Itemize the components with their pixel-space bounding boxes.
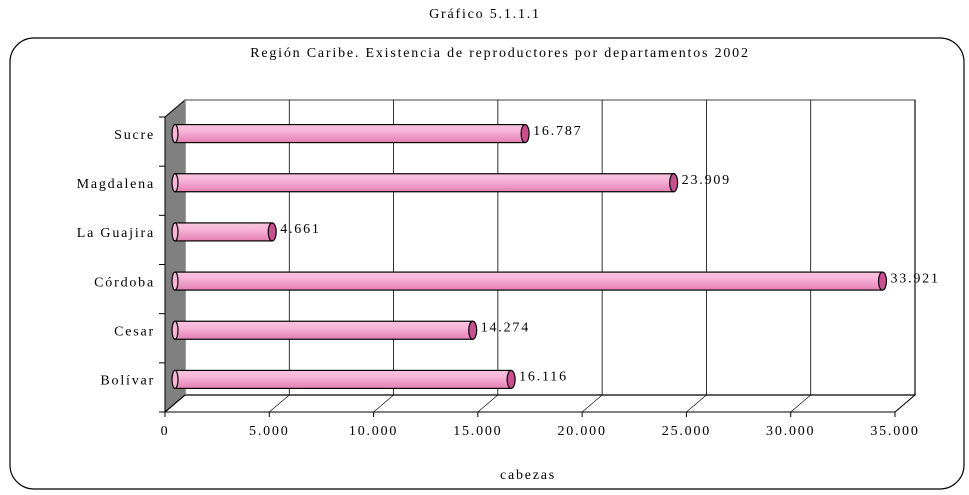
bar — [174, 369, 512, 390]
y-tick-label: Sucre — [114, 128, 155, 143]
x-tick-floor — [581, 394, 603, 413]
bar — [174, 173, 675, 193]
bar-start-cap — [171, 369, 179, 390]
side-wall — [164, 98, 186, 414]
x-tick-floor — [686, 394, 707, 413]
chart-title: Región Caribe. Existencia de reproductor… — [250, 46, 750, 61]
y-tick-label: La Guajira — [77, 226, 155, 241]
data-label: 16.787 — [533, 124, 582, 139]
x-tick-floor — [894, 394, 916, 413]
chart-frame — [9, 37, 965, 490]
x-tick-floor — [373, 394, 394, 413]
bars — [171, 123, 888, 390]
bar-start-cap — [171, 123, 179, 144]
bar-end-cap — [506, 369, 516, 390]
bar — [174, 123, 526, 144]
bar-end-cap — [520, 123, 530, 144]
grid — [159, 100, 916, 417]
floor — [163, 394, 917, 413]
bar-end-cap — [468, 320, 478, 340]
x-tick-label: 15.000 — [453, 424, 502, 439]
x-tick-label: 20.000 — [557, 424, 606, 439]
x-tick-label: 25.000 — [662, 424, 711, 439]
x-tick-floor — [269, 394, 290, 413]
back-wall — [184, 99, 916, 396]
bar-start-cap — [171, 271, 179, 291]
x-tick-label: 35.000 — [870, 424, 919, 439]
data-label: 14.274 — [481, 320, 530, 335]
y-tick-label: Cesar — [114, 324, 155, 339]
x-tick-label: 10.000 — [349, 424, 398, 439]
x-tick-floor — [477, 394, 499, 413]
bar-start-cap — [171, 222, 179, 242]
y-tick-label: Córdoba — [94, 275, 155, 290]
bar-end-cap — [877, 271, 888, 291]
data-label: 4.661 — [280, 222, 321, 237]
x-tick-label: 30.000 — [766, 424, 815, 439]
data-label: 23.909 — [682, 173, 731, 188]
data-label: 33.921 — [890, 271, 939, 286]
bar — [174, 271, 884, 291]
bar — [174, 222, 273, 242]
x-tick-label: 0 — [161, 424, 170, 439]
x-tick-label: 5.000 — [249, 424, 290, 439]
bar-end-cap — [669, 173, 679, 193]
x-axis-label: cabezas — [500, 468, 556, 483]
bar-start-cap — [171, 320, 179, 340]
bar-end-cap — [267, 222, 277, 242]
x-tick-floor — [790, 394, 811, 413]
x-tick-floor — [164, 394, 186, 413]
bar-start-cap — [171, 173, 179, 193]
suptitle: Gráfico 5.1.1.1 — [429, 7, 541, 22]
y-tick-label: Magdalena — [77, 177, 155, 192]
data-label: 16.116 — [519, 370, 568, 385]
bar — [174, 320, 474, 340]
y-tick-label: Bolívar — [100, 374, 155, 389]
